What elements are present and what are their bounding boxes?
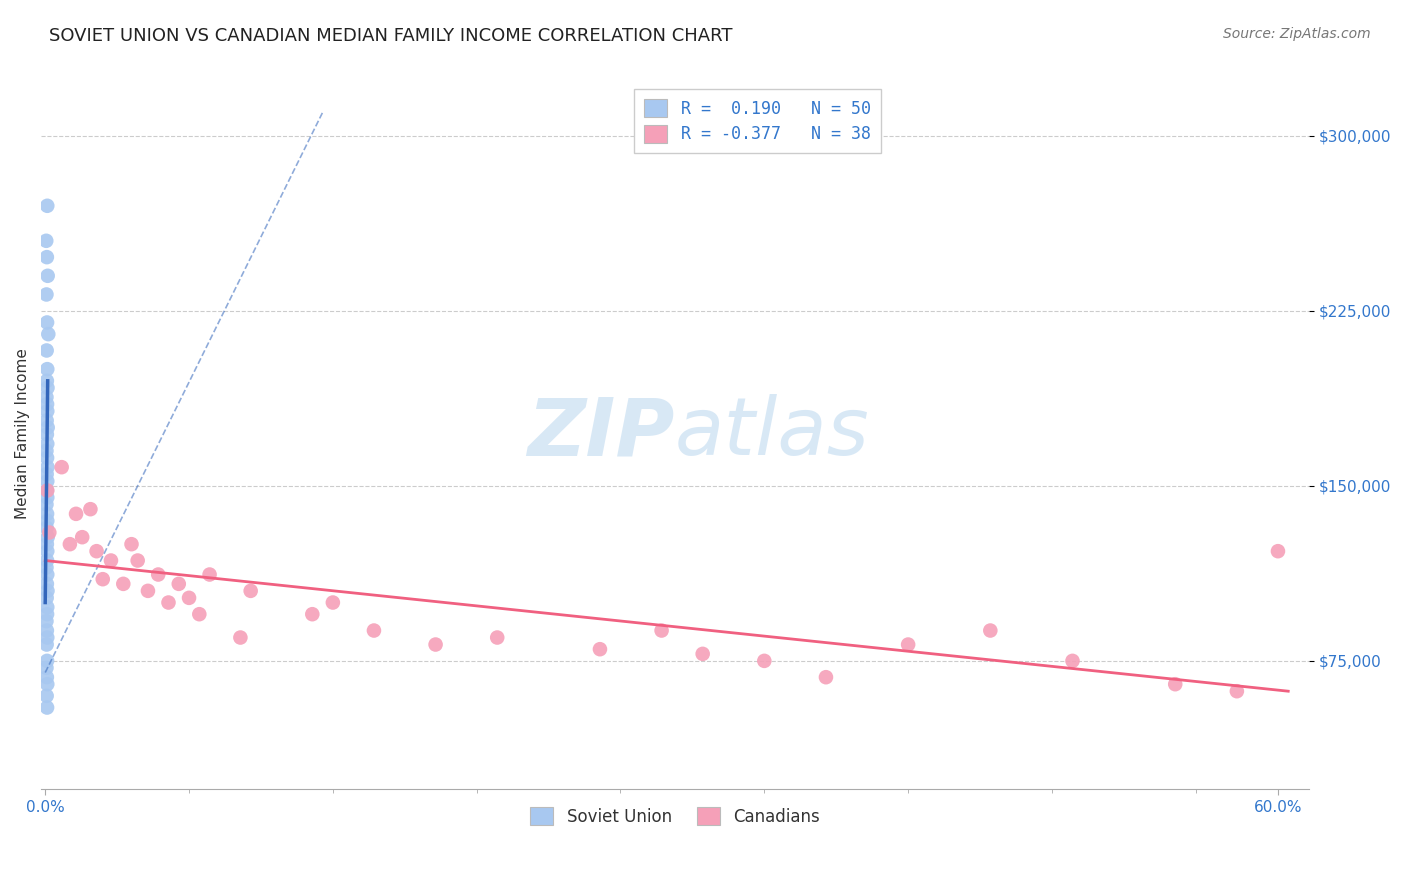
Point: [35, 607, 58, 622]
Point: [37, 483, 59, 498]
Point: [37, 567, 59, 582]
Point: [37, 268, 59, 283]
Point: [37, 583, 59, 598]
Point: [38, 525, 60, 540]
Point: [1164, 677, 1187, 691]
Point: [37, 420, 59, 434]
Point: [589, 642, 612, 657]
Point: [167, 577, 190, 591]
Point: [65, 507, 87, 521]
Point: [35, 483, 58, 498]
Point: [35, 427, 58, 442]
Point: [70, 530, 93, 544]
Point: [35, 374, 58, 388]
Point: [35, 467, 58, 482]
Point: [35, 700, 58, 714]
Point: [37, 404, 59, 418]
Point: [1226, 684, 1249, 698]
Legend: Soviet Union, Canadians: Soviet Union, Canadians: [522, 799, 828, 834]
Point: [127, 553, 149, 567]
Y-axis label: Median Family Income: Median Family Income: [15, 348, 30, 519]
Point: [35, 397, 58, 411]
Point: [35, 560, 58, 574]
Point: [157, 595, 180, 609]
Point: [177, 591, 200, 605]
Text: SOVIET UNION VS CANADIAN MEDIAN FAMILY INCOME CORRELATION CHART: SOVIET UNION VS CANADIAN MEDIAN FAMILY I…: [49, 27, 733, 45]
Point: [754, 654, 776, 668]
Point: [188, 607, 211, 622]
Point: [37, 631, 59, 645]
Point: [35, 343, 58, 358]
Point: [979, 624, 1001, 638]
Point: [100, 553, 122, 567]
Point: [651, 624, 673, 638]
Point: [198, 567, 221, 582]
Point: [37, 514, 59, 528]
Point: [35, 450, 58, 465]
Point: [148, 567, 170, 582]
Point: [322, 595, 344, 609]
Point: [37, 199, 59, 213]
Point: [91, 572, 114, 586]
Point: [35, 521, 58, 535]
Point: [37, 460, 59, 475]
Point: [35, 287, 58, 301]
Point: [35, 443, 58, 458]
Point: [136, 583, 159, 598]
Point: [112, 577, 135, 591]
Point: [692, 647, 714, 661]
Point: [35, 670, 58, 684]
Point: [37, 474, 59, 488]
Point: [897, 638, 920, 652]
Point: [121, 537, 143, 551]
Point: [35, 689, 58, 703]
Point: [35, 624, 58, 638]
Point: [35, 234, 58, 248]
Point: [425, 638, 447, 652]
Point: [37, 381, 59, 395]
Point: [37, 327, 59, 342]
Point: [301, 607, 323, 622]
Point: [363, 624, 385, 638]
Point: [35, 591, 58, 605]
Point: [239, 583, 262, 598]
Point: [814, 670, 837, 684]
Point: [1267, 544, 1289, 558]
Point: [35, 577, 58, 591]
Point: [35, 250, 58, 264]
Point: [37, 437, 59, 451]
Point: [59, 537, 82, 551]
Point: [35, 390, 58, 404]
Point: [37, 600, 59, 615]
Point: [79, 502, 101, 516]
Point: [486, 631, 509, 645]
Text: ZIP: ZIP: [527, 394, 675, 473]
Point: [35, 413, 58, 427]
Point: [35, 614, 58, 628]
Point: [37, 362, 59, 376]
Point: [35, 661, 58, 675]
Text: atlas: atlas: [675, 394, 870, 473]
Point: [35, 638, 58, 652]
Point: [86, 544, 108, 558]
Point: [35, 507, 58, 521]
Point: [35, 316, 58, 330]
Point: [229, 631, 252, 645]
Text: Source: ZipAtlas.com: Source: ZipAtlas.com: [1223, 27, 1371, 41]
Point: [37, 491, 59, 505]
Point: [35, 553, 58, 567]
Point: [35, 537, 58, 551]
Point: [51, 460, 73, 475]
Point: [37, 544, 59, 558]
Point: [37, 677, 59, 691]
Point: [37, 530, 59, 544]
Point: [35, 654, 58, 668]
Point: [1062, 654, 1084, 668]
Point: [35, 498, 58, 512]
